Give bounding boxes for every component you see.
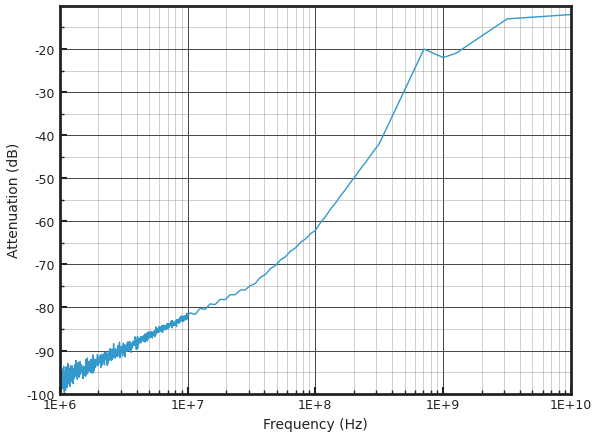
Y-axis label: Attenuation (dB): Attenuation (dB): [7, 143, 21, 258]
X-axis label: Frequency (Hz): Frequency (Hz): [263, 417, 368, 431]
